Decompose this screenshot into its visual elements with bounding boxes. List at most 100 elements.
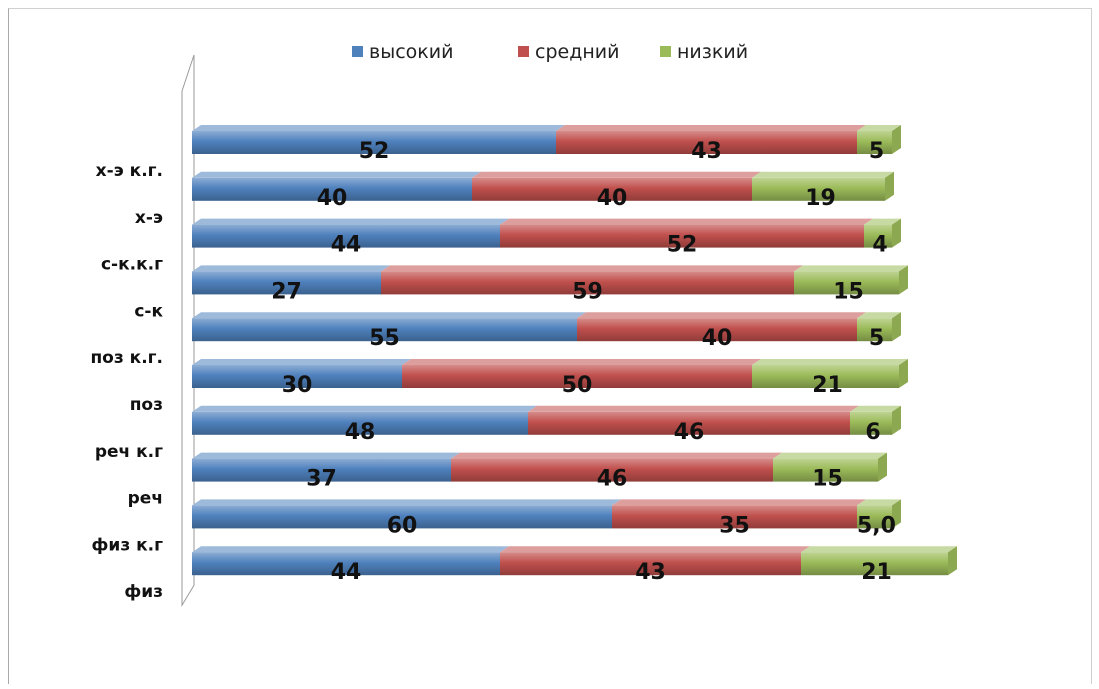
bar-top-3-1 <box>192 218 509 225</box>
axis-wall <box>181 54 195 608</box>
bar-top-8-2 <box>451 452 782 459</box>
bar-row-6 <box>192 359 908 388</box>
bar-top-10-2 <box>500 546 810 553</box>
legend-swatch-2 <box>518 46 529 57</box>
bar-top-3-3 <box>864 218 901 225</box>
bar-end-5 <box>892 312 901 342</box>
category-label-9: физ к.г <box>92 535 164 555</box>
bar-top-7-3 <box>850 405 901 412</box>
value-label-4-2: 59 <box>572 279 603 304</box>
value-label-6-2: 50 <box>562 373 593 398</box>
bar-10-3 <box>801 552 948 576</box>
bar-end-4 <box>899 265 908 295</box>
bar-top-4-1 <box>192 265 390 272</box>
bar-2-3 <box>752 177 885 201</box>
value-label-8-3: 15 <box>812 467 843 492</box>
bar-1-2 <box>556 131 857 154</box>
bar-end-7 <box>892 405 901 435</box>
bar-top-5-3 <box>857 312 901 319</box>
bar-top-2-3 <box>752 171 894 178</box>
bar-5-2 <box>577 318 857 342</box>
category-label-7: реч к.г <box>95 442 163 462</box>
bar-3-2 <box>500 224 864 248</box>
value-label-10-1: 44 <box>331 560 362 585</box>
bar-1-1 <box>192 131 556 154</box>
value-label-7-3: 6 <box>865 420 880 445</box>
legend-label-2: средний <box>535 41 619 63</box>
bar-row-10 <box>192 546 957 576</box>
legend-label-1: высокий <box>369 41 453 63</box>
value-label-6-1: 30 <box>282 373 313 398</box>
chart-frame <box>8 8 1092 684</box>
bar-8-1 <box>192 458 451 482</box>
bar-3-1 <box>192 224 500 248</box>
value-label-5-3: 5 <box>869 326 884 351</box>
bar-top-5-1 <box>192 312 586 319</box>
bar-top-8-1 <box>192 452 460 459</box>
bar-2-2 <box>472 177 752 201</box>
bar-row-5 <box>192 312 901 342</box>
category-label-2: х-э <box>135 208 163 228</box>
bar-top-10-1 <box>192 546 509 553</box>
bar-3-3 <box>864 224 892 248</box>
bar-end-6 <box>899 359 908 388</box>
bar-1-3 <box>857 131 892 154</box>
bar-9-2 <box>612 505 857 529</box>
bar-6-1 <box>192 365 402 388</box>
bar-top-3-2 <box>500 218 873 225</box>
category-label-4: с-к <box>134 301 163 321</box>
legend-swatch-3 <box>660 46 671 57</box>
value-label-2-2: 40 <box>597 186 628 211</box>
legend-label-3: низкий <box>677 41 748 63</box>
bar-4-3 <box>794 271 899 295</box>
bar-top-9-1 <box>192 499 621 506</box>
value-label-8-2: 46 <box>597 467 628 492</box>
category-label-3: с-к.к.г <box>101 255 163 275</box>
bar-6-3 <box>752 365 899 388</box>
value-label-9-2: 35 <box>719 513 750 538</box>
bar-top-6-3 <box>752 359 908 365</box>
value-label-3-2: 52 <box>667 233 698 258</box>
bar-row-1 <box>192 125 901 154</box>
value-label-1-2: 43 <box>691 139 722 164</box>
bar-2-1 <box>192 177 472 201</box>
bar-end-9 <box>892 499 901 529</box>
value-label-5-2: 40 <box>702 326 733 351</box>
value-label-4-3: 15 <box>833 279 864 304</box>
value-label-6-3: 21 <box>812 373 843 398</box>
bar-9-1 <box>192 505 612 529</box>
bar-top-7-1 <box>192 405 537 412</box>
category-label-8: реч <box>128 489 163 509</box>
bar-end-8 <box>878 452 887 482</box>
bar-7-2 <box>528 411 850 435</box>
category-label-5: поз к.г. <box>90 348 163 368</box>
value-label-4-1: 27 <box>271 279 302 304</box>
bar-end-1 <box>892 125 901 154</box>
value-label-2-3: 19 <box>805 186 836 211</box>
value-label-2-1: 40 <box>317 186 348 211</box>
bar-5-1 <box>192 318 577 342</box>
bar-top-10-3 <box>801 546 957 553</box>
bar-top-8-3 <box>773 452 887 459</box>
category-label-10: физ <box>124 582 163 602</box>
bar-end-3 <box>892 218 901 248</box>
value-label-3-1: 44 <box>331 233 362 258</box>
value-label-10-2: 43 <box>635 560 666 585</box>
bar-top-1-1 <box>192 125 565 131</box>
bar-4-1 <box>192 271 381 295</box>
value-label-5-1: 55 <box>369 326 400 351</box>
bar-8-3 <box>773 458 878 482</box>
bar-top-9-3 <box>857 499 901 506</box>
bar-row-8 <box>192 452 887 482</box>
bar-4-2 <box>381 271 794 295</box>
bar-row-4 <box>192 265 908 295</box>
bar-top-9-2 <box>612 499 866 506</box>
bar-7-3 <box>850 411 892 435</box>
value-label-3-3: 4 <box>872 233 887 258</box>
bar-9-3 <box>857 505 892 529</box>
bar-6-2 <box>402 365 752 388</box>
bar-end-10 <box>948 546 957 576</box>
bar-top-5-2 <box>577 312 866 319</box>
value-label-1-1: 52 <box>359 139 390 164</box>
